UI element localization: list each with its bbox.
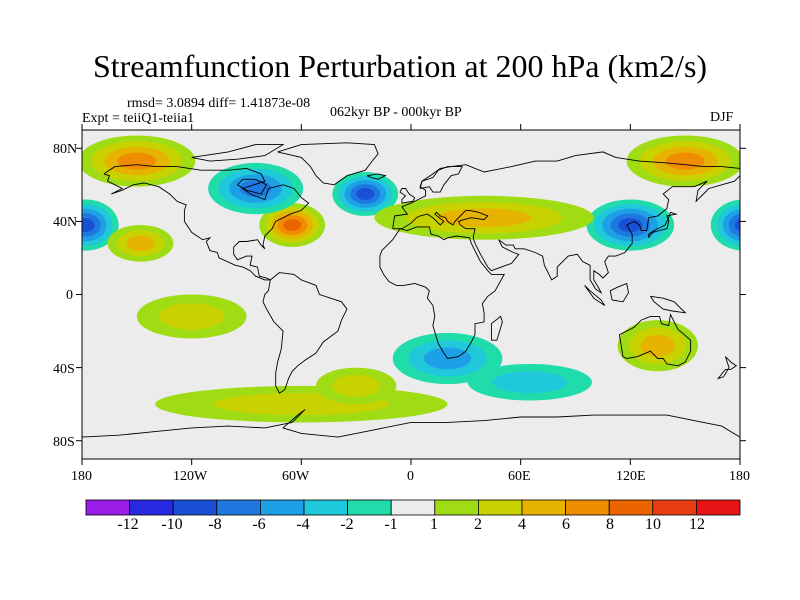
coastline-indonesia: [584, 285, 606, 306]
colorbar-label: 10: [645, 516, 661, 533]
contour-siberia-high: [665, 152, 705, 170]
lon-label-60e: 60E: [508, 469, 531, 484]
contour-east-pacific-low: [82, 218, 95, 233]
colorbar-label: -4: [296, 516, 310, 533]
colorbar-label: -2: [340, 516, 354, 533]
lon-label-180-east: 180: [729, 469, 750, 484]
contour-northeast-pacific-high: [762, 147, 800, 175]
contour-siberia-high: [0, 147, 60, 175]
colorbar: [85, 499, 741, 516]
contour-fields: [0, 135, 800, 423]
colorbar-box: [696, 499, 741, 516]
coastlines: [82, 142, 740, 438]
lon-label-0: 0: [407, 469, 414, 484]
contour-east-pacific-low: [734, 218, 740, 232]
colorbar-label: 2: [474, 516, 482, 533]
colorbar-box: [608, 499, 654, 516]
colorbar-label: -6: [252, 516, 266, 533]
coastline-africa: [379, 226, 505, 359]
colorbar-label: 8: [606, 516, 614, 533]
lon-label-120e: 120E: [616, 469, 646, 484]
experiment-label: Expt = teiiQ1-teiia1: [82, 111, 195, 126]
colorbar-box: [652, 499, 697, 516]
coastline-new-zealand: [716, 356, 738, 380]
colorbar-box: [434, 499, 479, 516]
coastline-scandinavia: [419, 166, 463, 193]
rmsd-text: rmsd= 3.0894 diff= 1.41873e-08: [127, 96, 311, 111]
coastline-east-asia: [392, 175, 740, 295]
coastline-madagascar: [490, 315, 503, 341]
figure-title: Streamfunction Perturbation at 200 hPa (…: [92, 48, 708, 84]
contour-north-pacific-high: [126, 235, 155, 252]
period-label: 062kyr BP - 000kyr BP: [330, 105, 462, 120]
coastline-north-america: [103, 164, 310, 281]
lat-label-40s: 40S: [53, 362, 75, 377]
season-label: DJF: [710, 110, 734, 125]
contour-siberia-high: [82, 152, 86, 170]
colorbar-label: 4: [518, 516, 526, 533]
colorbar-box: [85, 499, 130, 516]
lat-label-80n: 80N: [53, 142, 78, 157]
contour-northeast-pacific-high: [117, 152, 157, 170]
colorbar-box: [303, 499, 348, 516]
contour-northeast-pacific-high: [736, 152, 740, 170]
colorbar-label: -10: [161, 516, 183, 533]
map-area: [0, 130, 800, 459]
contour-australia-high: [640, 334, 675, 357]
colorbar-box: [565, 499, 610, 516]
contour-europe-asia-high: [437, 208, 532, 228]
coastline-arctic-islands: [191, 144, 285, 162]
coastline-greenland: [277, 142, 379, 186]
contour-us-east-coast-high: [283, 219, 302, 232]
contour-south-pacific-high: [158, 303, 225, 330]
lon-label-120w: 120W: [173, 469, 208, 484]
lat-label-0: 0: [66, 288, 73, 303]
lat-label-40n: 40N: [53, 215, 78, 230]
colorbar-box: [521, 499, 566, 516]
colorbar-label: -1: [384, 516, 398, 533]
coastline-new-guinea: [650, 295, 687, 314]
coastline-britain: [399, 188, 416, 204]
contour-northeast-pacific-high: [775, 153, 800, 170]
colorbar-label: -8: [208, 516, 222, 533]
contour-west-pacific-low: [618, 218, 643, 233]
contour-north-atlantic-low: [356, 187, 375, 200]
contour-siberia-high: [8, 153, 47, 170]
coastline-antarctica-edge: [82, 409, 740, 438]
colorbar-box: [347, 499, 392, 516]
lon-label-60w: 60W: [282, 469, 310, 484]
contour-south-atlantic-high: [332, 374, 381, 397]
coastline-europe-asia: [392, 151, 740, 229]
coastline-australia: [618, 313, 692, 367]
axis-ticks: [76, 124, 746, 465]
colorbar-box: [216, 499, 261, 516]
contour-northeast-pacific-high: [749, 141, 800, 181]
colorbar-label: 6: [562, 516, 570, 533]
colorbar-box: [390, 499, 436, 516]
colorbar-box: [259, 499, 305, 516]
lat-label-80s: 80S: [53, 435, 75, 450]
colorbar-label: -12: [117, 516, 139, 533]
contour-canada-low: [239, 179, 272, 198]
contour-indian-ocean-low: [492, 371, 568, 394]
colorbar-box: [477, 499, 523, 516]
lon-label-180-west: 180: [71, 469, 92, 484]
colorbar-box: [172, 499, 218, 516]
coastline-japan: [648, 211, 678, 239]
colorbar-label: 1: [430, 516, 438, 533]
coastline-iceland: [366, 173, 387, 180]
colorbar-label: 12: [689, 516, 705, 533]
coastline-borneo: [609, 282, 629, 303]
coastline-hudson-bay: [237, 178, 268, 195]
contour-east-pacific-low: [728, 213, 740, 237]
colorbar-box: [129, 499, 174, 516]
coastline-south-america: [262, 272, 348, 394]
